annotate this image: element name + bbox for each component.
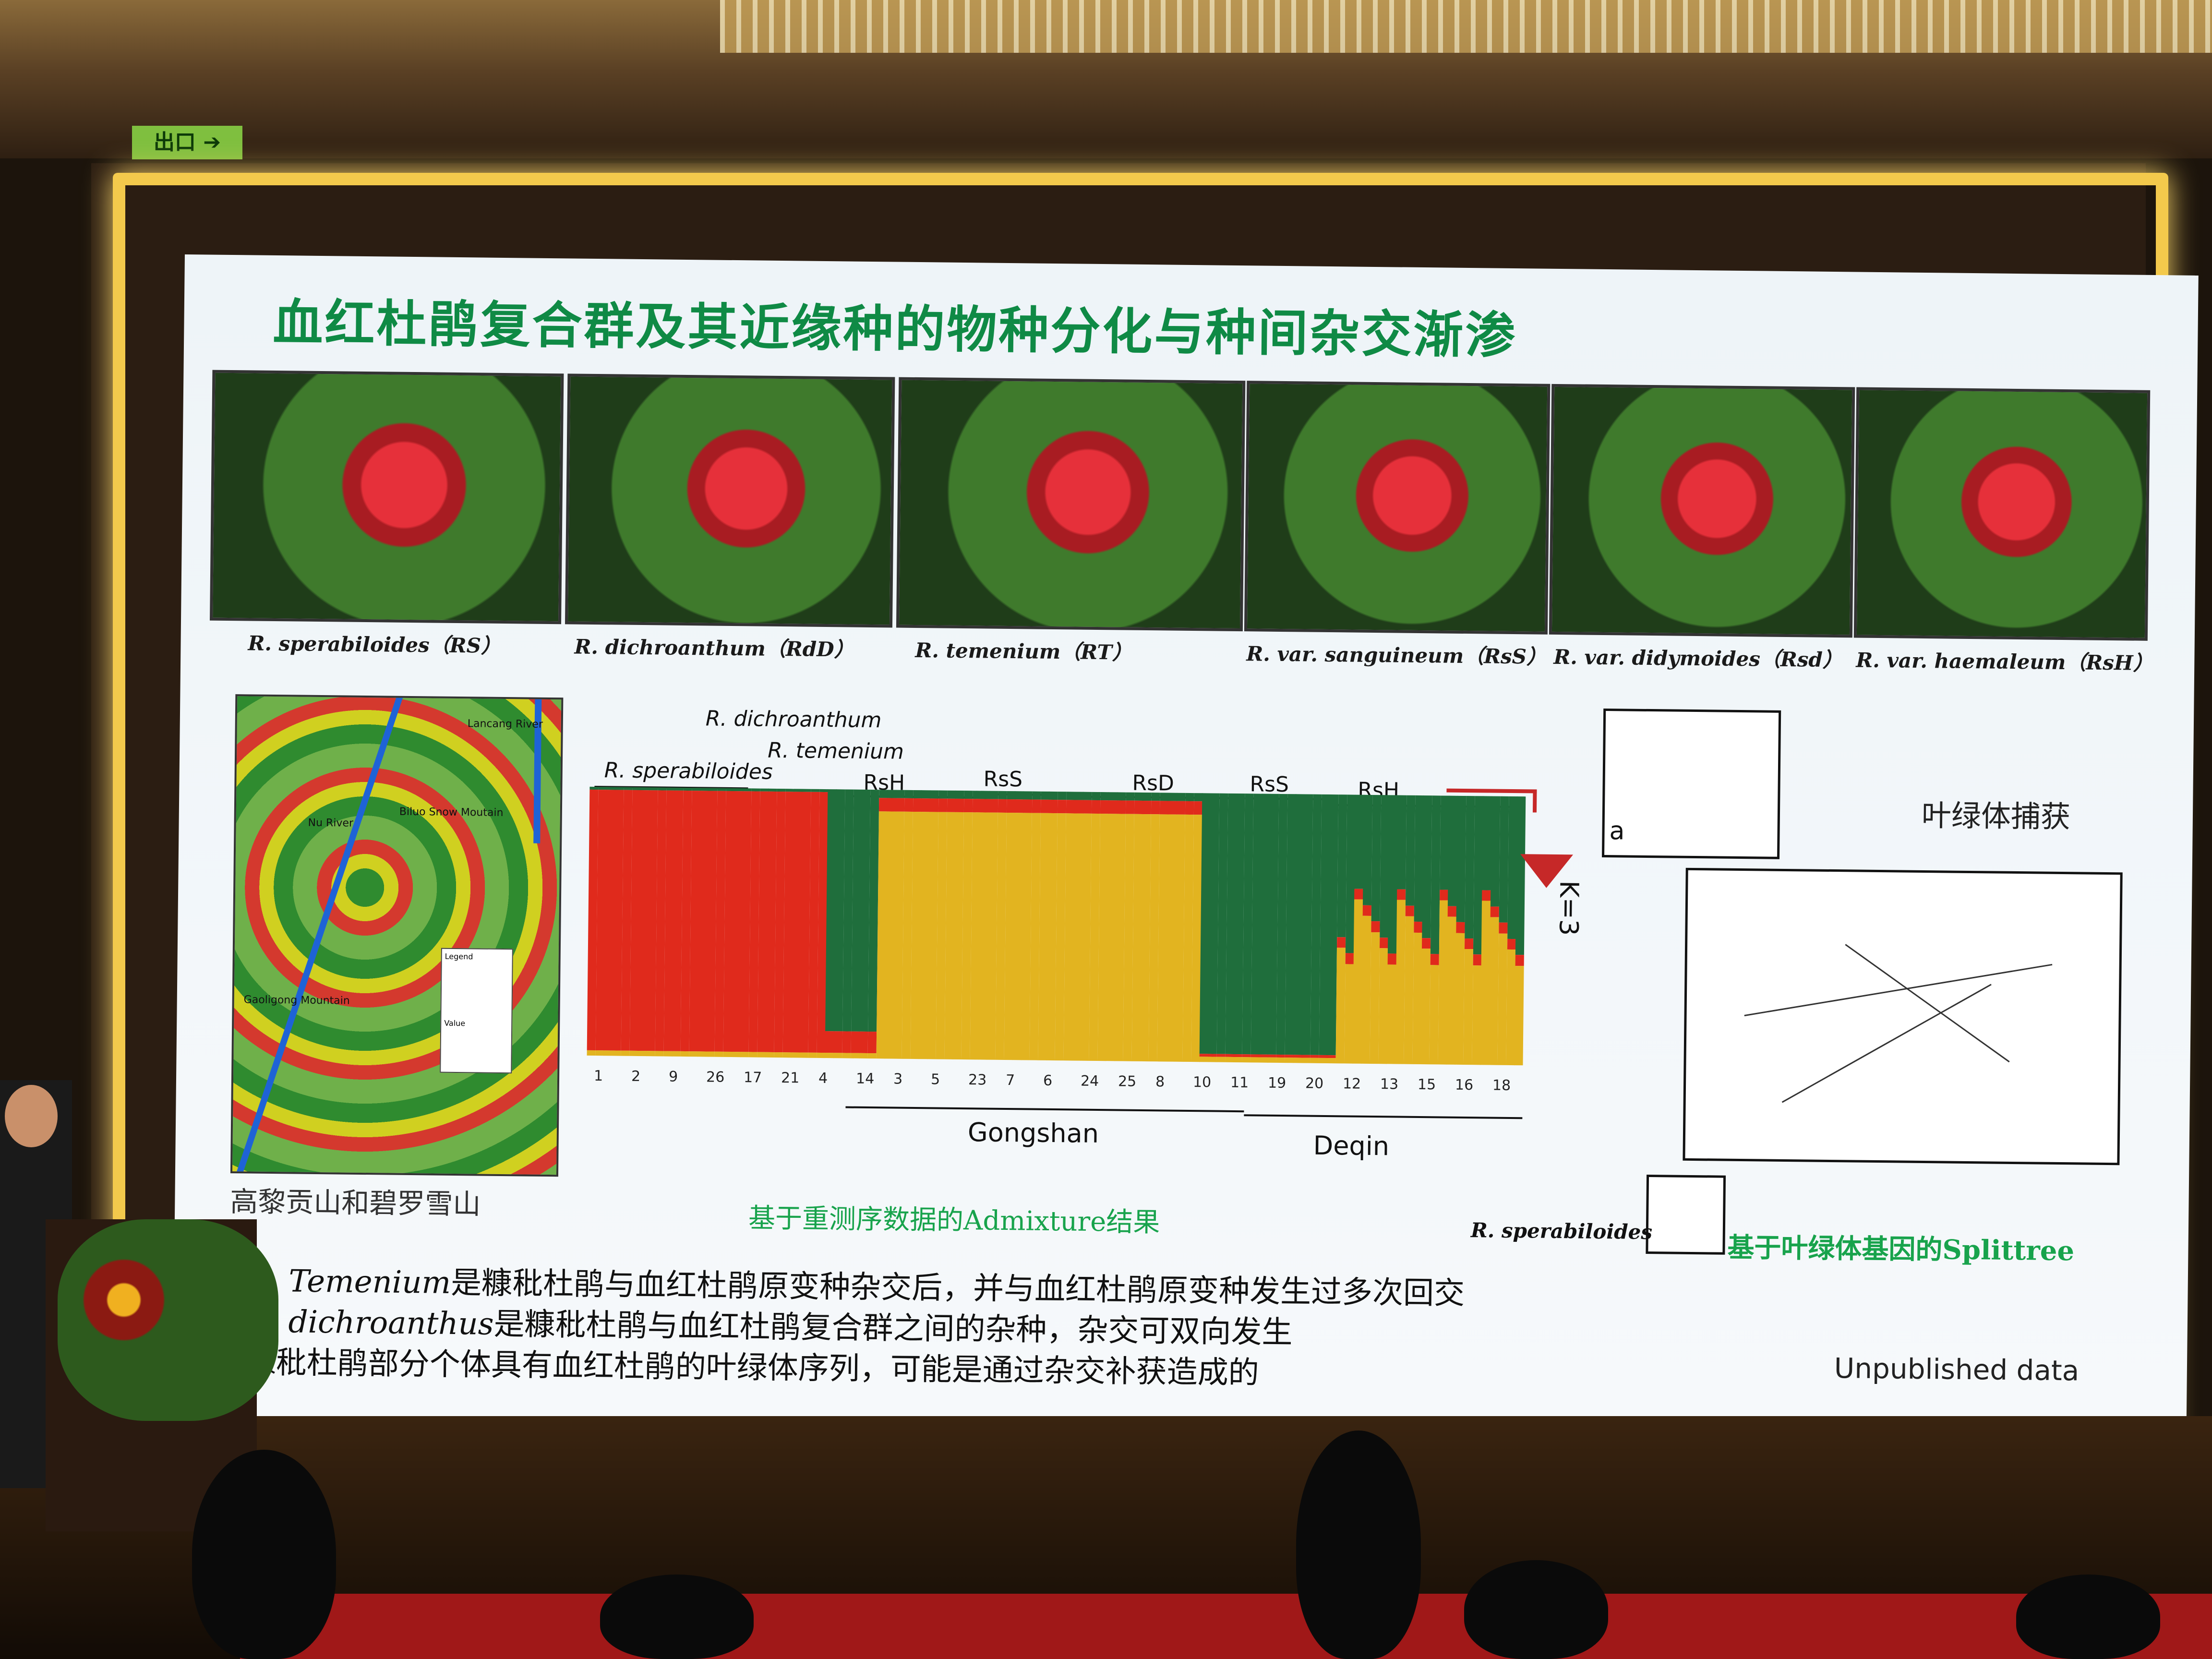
splittree-sperabiloides-panel xyxy=(1646,1174,1726,1255)
admix-group-dichroanthum: R. dichroanthum xyxy=(705,706,882,733)
admixture-tick: 24 xyxy=(1080,1072,1099,1090)
admixture-tick: 2 xyxy=(631,1068,641,1085)
caption-dichroanthum: R. dichroanthum（RdD） xyxy=(574,635,854,661)
admix-group-rss-2: RsS xyxy=(1250,772,1289,797)
panel-a-label: a xyxy=(1609,817,1625,846)
photo-sperabiloides xyxy=(210,370,564,625)
admixture-tick: 21 xyxy=(781,1070,800,1087)
photo-sanguineum xyxy=(1244,381,1551,635)
slide-title: 血红杜鹃复合群及其近缘种的物种分化与种间杂交渐渗 xyxy=(272,292,1518,365)
admixture-tick: 19 xyxy=(1267,1074,1286,1092)
ceiling-lights xyxy=(720,0,2212,53)
legend-title: Legend xyxy=(445,951,473,962)
map-label-gaoligong: Gaoligong Mountain xyxy=(243,994,350,1007)
region-line-deqin xyxy=(1244,1114,1523,1119)
admix-group-temenium: R. temenium xyxy=(767,738,904,764)
map-label-nu: Nu River xyxy=(308,817,354,830)
admixture-tick: 23 xyxy=(968,1071,987,1089)
photo-temenium xyxy=(896,377,1246,632)
caption-sanguineum: R. var. sanguineum（RsS） xyxy=(1246,642,1547,669)
splittree-caption: 基于叶绿体基因的Splittree xyxy=(1727,1231,2075,1267)
caption-temenium: R. temenium（RT） xyxy=(915,638,1133,664)
capture-arrow xyxy=(1446,788,1537,813)
unpublished-note: Unpublished data xyxy=(1834,1352,2080,1387)
tree-branch xyxy=(1781,984,1992,1103)
admixture-tick: 18 xyxy=(1492,1077,1511,1094)
map-label-biluo: Biluo Snow Moutain xyxy=(399,805,504,819)
admixture-tick: 12 xyxy=(1342,1075,1361,1093)
map-legend: Legend Value xyxy=(440,948,513,1074)
admixture-barplot xyxy=(587,786,1526,1066)
k-value-label: K=3 xyxy=(1553,880,1585,936)
caption-haemaleum: R. var. haemaleum（RsH） xyxy=(1856,648,2153,675)
capture-arrowhead xyxy=(1520,854,1574,889)
audience-head xyxy=(192,1450,336,1659)
admixture-tick: 10 xyxy=(1192,1074,1212,1091)
legend-value: Value xyxy=(444,1018,466,1028)
flower-arrangement xyxy=(58,1219,278,1421)
tree-branch xyxy=(1845,944,2010,1063)
splittree-large-panel xyxy=(1683,867,2123,1166)
audience-head xyxy=(2016,1575,2160,1659)
region-line-gongshan xyxy=(845,1106,1244,1113)
region-deqin: Deqin xyxy=(1313,1130,1390,1162)
admixture-tick: 15 xyxy=(1417,1076,1436,1094)
admixture-tick: 17 xyxy=(743,1069,762,1086)
caption-didymoides: R. var. didymoides（Rsd） xyxy=(1553,645,1843,672)
admixture-tick: 1 xyxy=(593,1068,603,1085)
red-carpet xyxy=(240,1594,2212,1659)
photo-didymoides xyxy=(1549,384,1855,638)
speaker-face xyxy=(5,1085,58,1147)
projection-screen: 血红杜鹃复合群及其近缘种的物种分化与种间杂交渐渗 R. sperabiloide… xyxy=(172,254,2199,1437)
audience-head xyxy=(1464,1560,1608,1659)
admixture-tick: 8 xyxy=(1155,1073,1165,1091)
admixture-tick: 7 xyxy=(1005,1072,1015,1089)
admixture-tick: 11 xyxy=(1230,1074,1249,1092)
audience-head xyxy=(600,1575,754,1659)
caption-sperabiloides: R. sperabiloides（RS） xyxy=(248,631,502,658)
sperabiloides-tree-label: R. sperabiloides xyxy=(1470,1218,1653,1244)
map-caption: 高黎贡山和碧罗雪山 xyxy=(229,1185,481,1221)
exit-sign: 出口 ➔ xyxy=(132,126,242,159)
nu-river-line xyxy=(237,697,403,1172)
tree-branch xyxy=(1744,963,2053,1017)
admixture-tick: 25 xyxy=(1118,1073,1137,1090)
admixture-tick: 14 xyxy=(855,1070,875,1088)
audience-head xyxy=(1296,1431,1421,1659)
bullet-2-species: R. dichroanthus xyxy=(245,1304,494,1342)
admixture-tick: 16 xyxy=(1455,1076,1474,1094)
elevation-map: Lancang River Nu River Biluo Snow Moutai… xyxy=(230,694,564,1177)
region-gongshan: Gongshan xyxy=(967,1117,1099,1149)
admixture-tick: 5 xyxy=(930,1071,940,1088)
admixture-tick: 20 xyxy=(1305,1075,1324,1092)
admixture-caption: 基于重测序数据的Admixture结果 xyxy=(748,1202,1160,1238)
photo-dichroanthum xyxy=(565,373,895,628)
admixture-tick: 26 xyxy=(706,1069,725,1086)
admix-group-rsd: RsD xyxy=(1132,770,1175,796)
admix-group-sperabiloides: R. sperabiloides xyxy=(604,758,773,784)
bullet-3-text: 糠秕杜鹃部分个体具有血红杜鹃的叶绿体序列，可能是通过杂交补获造成的 xyxy=(245,1345,1260,1391)
admix-group-rss-1: RsS xyxy=(983,767,1023,792)
map-label-lancang: Lancang River xyxy=(467,718,543,731)
admixture-tick: 13 xyxy=(1380,1076,1399,1093)
splittree-small-panel: a xyxy=(1602,708,1781,859)
admixture-tick: 9 xyxy=(668,1068,678,1085)
admixture-tick: 3 xyxy=(893,1070,903,1088)
admixture-tick: 6 xyxy=(1043,1072,1053,1090)
chloroplast-capture-label: 叶绿体捕获 xyxy=(1921,797,2071,835)
photo-haemaleum xyxy=(1853,387,2151,641)
admixture-tick: 4 xyxy=(818,1070,828,1087)
